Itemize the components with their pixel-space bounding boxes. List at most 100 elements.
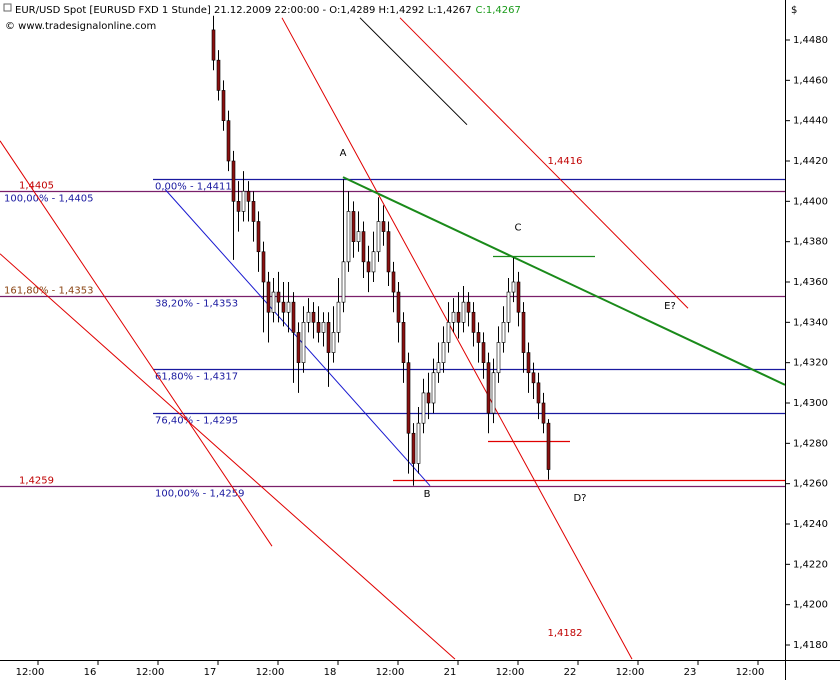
candle-body	[441, 342, 446, 363]
candle-body	[261, 251, 266, 283]
level-label: 76,40% - 1,4295	[155, 416, 238, 427]
level-label: 100,00% - 1,4259	[155, 489, 244, 500]
y-tick-label: 1,4460	[793, 75, 828, 86]
candle-body	[491, 372, 496, 414]
candle-body	[531, 372, 536, 384]
candle-body	[506, 291, 511, 323]
candle-body	[391, 271, 396, 293]
level-label: 0,00% - 1,4411	[155, 182, 232, 193]
level-label: 161,80% - 1,4353	[4, 286, 93, 297]
trend-line	[342, 176, 785, 386]
x-tick-label: 12:00	[736, 667, 765, 678]
icon	[3, 3, 12, 12]
candle-body	[546, 422, 551, 470]
candle-body	[306, 311, 311, 323]
candle-body	[216, 59, 221, 91]
candle-body	[246, 190, 251, 202]
plot-area: 0,00% - 1,4411 1,4405 100,00% - 1,4405 161,…	[0, 15, 785, 660]
candle-body	[456, 311, 461, 323]
candle-body	[316, 322, 321, 333]
x-tick-label: 21	[444, 667, 457, 678]
candle-body	[396, 291, 401, 323]
candle-body	[341, 261, 346, 303]
candle-body	[521, 311, 526, 353]
candle-body	[481, 342, 486, 363]
candle-body	[281, 301, 286, 313]
y-tick-label: 1,4220	[793, 559, 828, 570]
x-tick-label: 12:00	[616, 667, 645, 678]
candle-body	[386, 231, 391, 273]
candle-body	[276, 291, 281, 303]
x-tick-label: 22	[564, 667, 577, 678]
candle-body	[221, 90, 226, 121]
x-tick-label: 12:00	[376, 667, 405, 678]
candle-body	[406, 362, 411, 434]
candle-body	[331, 332, 336, 353]
y-tick-label: 1,4180	[793, 640, 828, 651]
candle-body	[511, 281, 516, 293]
x-tick-label: 23	[684, 667, 697, 678]
candle-body	[236, 201, 241, 212]
x-tick-label: 12:00	[16, 667, 45, 678]
candle-body	[326, 322, 331, 353]
candle-body	[461, 301, 466, 323]
candle-body	[466, 301, 471, 313]
annotation: C	[515, 223, 522, 234]
level-label: 1,4259	[19, 476, 54, 487]
x-tick-label: 17	[204, 667, 217, 678]
candle-body	[231, 160, 236, 202]
candle-body	[451, 311, 456, 323]
candle-body	[361, 231, 366, 263]
level-label: 61,80% - 1,4317	[155, 372, 238, 383]
candle-body	[516, 281, 521, 313]
candle-body	[241, 190, 246, 212]
candle-body	[411, 432, 416, 464]
x-tick-label: 18	[324, 667, 337, 678]
y-tick-label: 1,4320	[793, 358, 828, 369]
x-tick-label: 16	[84, 667, 97, 678]
source: © www.tradesignalonline.com	[5, 21, 156, 32]
candle-body	[431, 372, 436, 404]
y-tick-label: 1,4360	[793, 277, 828, 288]
y-tick-label: 1,4420	[793, 156, 828, 167]
trend-line	[0, 140, 273, 547]
close-label: C:1,4267	[476, 5, 521, 16]
candle-body	[526, 352, 531, 374]
x-tick-label: 12:00	[256, 667, 285, 678]
trend-line	[0, 253, 456, 660]
candle-body	[351, 211, 356, 242]
y-tick-label: 1,4440	[793, 116, 828, 127]
candle-body	[321, 322, 326, 333]
candle-body	[496, 342, 501, 374]
y-tick-label: 1,4380	[793, 237, 828, 248]
candle-body	[346, 211, 351, 263]
y-tick-label: 1,4480	[793, 35, 828, 46]
trend-line	[281, 17, 633, 660]
y-tick-label: 1,4260	[793, 479, 828, 490]
annotation: 1,4416	[548, 156, 583, 167]
level-label: 38,20% - 1,4353	[155, 299, 238, 310]
candle-body	[251, 201, 256, 222]
x-tick-label: 12:00	[496, 667, 525, 678]
y-tick-label: 1,4280	[793, 438, 828, 449]
candle-body	[291, 301, 296, 333]
candle-body	[536, 382, 541, 404]
candle-body	[296, 332, 301, 363]
candle-body	[366, 261, 371, 273]
trend-line	[399, 17, 689, 309]
annotation: E?	[664, 301, 676, 312]
candle-body	[401, 322, 406, 363]
candle-body	[271, 291, 276, 313]
y-tick-label: 1,4240	[793, 519, 828, 530]
candle-body	[501, 322, 506, 343]
candle-body	[416, 422, 421, 464]
candle-body	[266, 281, 271, 313]
candle-body	[471, 311, 476, 333]
annotation: B	[424, 489, 431, 500]
candle-body	[226, 120, 231, 162]
candle-body	[211, 29, 216, 61]
annotation: D?	[573, 493, 586, 504]
